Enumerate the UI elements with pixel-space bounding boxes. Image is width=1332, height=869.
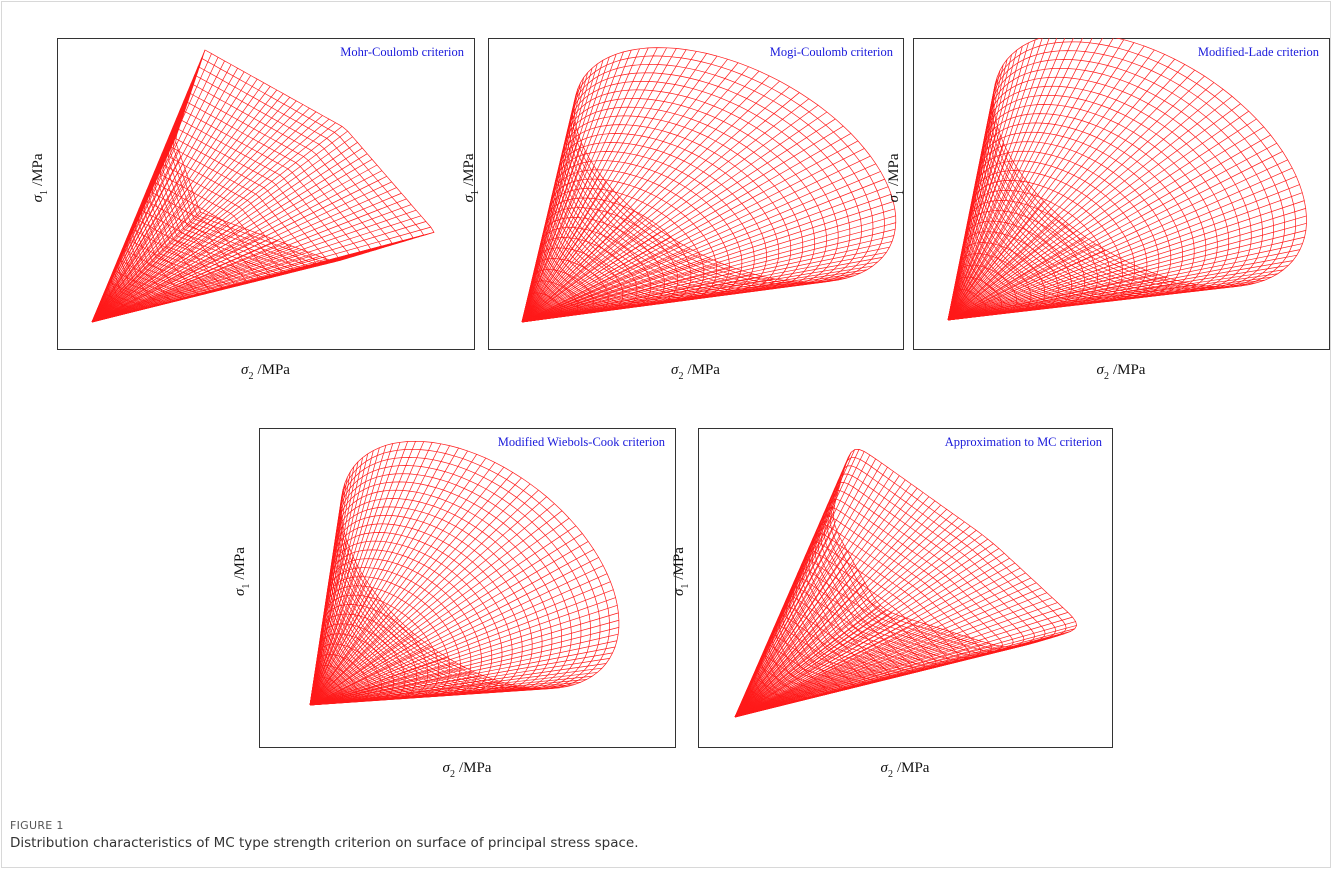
- panel: Modified Wiebols-Cook criterion σ2/MPa σ1/…: [232, 429, 676, 781]
- label-unit: /MPa: [461, 153, 477, 186]
- caption-label: FIGURE 1: [10, 819, 64, 832]
- label-unit: /MPa: [886, 153, 902, 186]
- y-axis-label: σ1/MPa: [232, 547, 252, 596]
- panel-title: Mogi-Coulomb criterion: [770, 45, 894, 59]
- x-axis-label: σ2/MPa: [241, 362, 290, 382]
- label-subscript: 1: [39, 190, 50, 195]
- figure: FIGURE 1 Distribution characteristics of…: [0, 0, 1332, 869]
- panel-title: Mohr-Coulomb criterion: [340, 45, 464, 59]
- panel: Mohr-Coulomb criterion σ2/MPa σ1/MPa: [30, 39, 475, 383]
- label-unit: /MPa: [1113, 362, 1146, 378]
- label-subscript: 2: [888, 769, 893, 780]
- label-subscript: 1: [895, 190, 906, 195]
- x-axis-label: σ2/MPa: [881, 760, 930, 780]
- label-subscript: 2: [678, 371, 683, 382]
- label-subscript: 1: [680, 584, 691, 589]
- panel-title: Approximation to MC criterion: [945, 435, 1103, 449]
- label-unit: /MPa: [459, 760, 492, 776]
- label-unit: /MPa: [671, 547, 687, 580]
- label-unit: /MPa: [257, 362, 290, 378]
- label-subscript: 2: [1104, 371, 1109, 382]
- y-axis-label: σ1/MPa: [671, 547, 691, 596]
- page: FIGURE 1 Distribution characteristics of…: [0, 0, 1332, 869]
- label-unit: /MPa: [232, 547, 248, 580]
- x-axis-label: σ2/MPa: [671, 362, 720, 382]
- y-axis-label: σ1/MPa: [30, 153, 50, 202]
- label-subscript: 1: [470, 190, 481, 195]
- caption-text: Distribution characteristics of MC type …: [10, 835, 639, 851]
- panel: Approximation to MC criterion σ2/MPa σ1/MP…: [671, 429, 1113, 781]
- label-unit: /MPa: [897, 760, 930, 776]
- x-axis-label: σ2/MPa: [1097, 362, 1146, 382]
- label-subscript: 1: [241, 584, 252, 589]
- y-axis-label: σ1/MPa: [461, 153, 481, 202]
- panel-title: Modified Wiebols-Cook criterion: [498, 435, 666, 449]
- label-subscript: 2: [248, 371, 253, 382]
- label-subscript: 2: [450, 769, 455, 780]
- panel: Mogi-Coulomb criterion σ2/MPa σ1/MPa: [461, 39, 904, 383]
- panel-title: Modified-Lade criterion: [1198, 45, 1320, 59]
- x-axis-label: σ2/MPa: [443, 760, 492, 780]
- label-unit: /MPa: [30, 153, 46, 186]
- label-unit: /MPa: [687, 362, 720, 378]
